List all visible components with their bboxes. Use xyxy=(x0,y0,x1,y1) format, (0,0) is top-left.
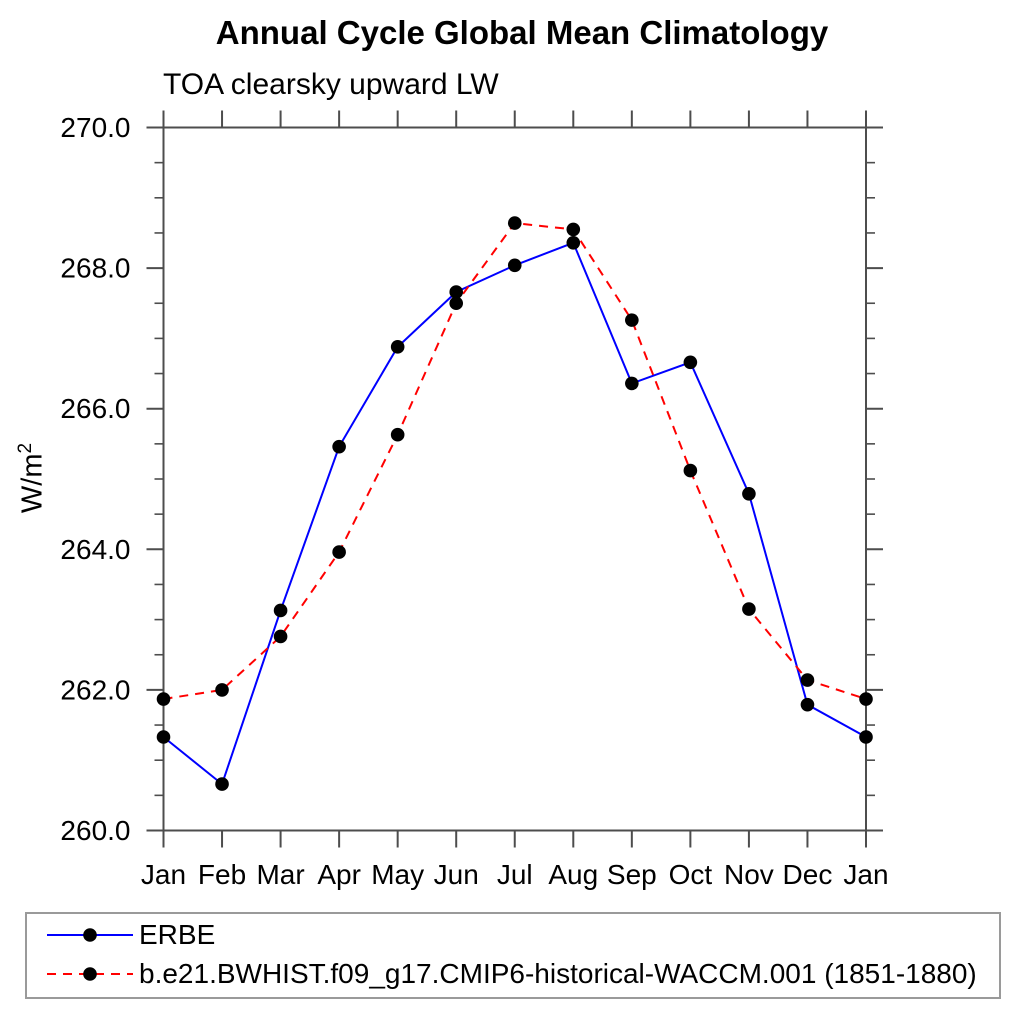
legend-item-waccm: b.e21.BWHIST.f09_g17.CMIP6-historical-WA… xyxy=(45,958,977,989)
x-tick-label: Jun xyxy=(434,859,479,890)
data-point-marker-erbe xyxy=(800,697,815,712)
x-tick-label: Aug xyxy=(548,859,598,890)
data-point-marker-waccm xyxy=(332,545,346,559)
legend-line-sample-dashed xyxy=(47,967,133,981)
series-line-erbe xyxy=(162,241,867,786)
x-tick-label: Jul xyxy=(497,859,533,890)
data-point-marker-erbe xyxy=(625,376,639,391)
legend-line-sample-solid xyxy=(47,928,133,942)
axis-frame xyxy=(162,126,867,832)
x-tick-label: Apr xyxy=(317,859,361,890)
data-point-marker-waccm xyxy=(683,463,698,478)
series-line-waccm xyxy=(163,222,867,701)
y-tick-label: 268.0 xyxy=(60,253,130,284)
x-tick-label: Jan xyxy=(141,859,186,890)
x-tick-label: Dec xyxy=(783,859,833,890)
data-point-marker-erbe xyxy=(683,355,698,370)
data-point-marker-erbe xyxy=(215,777,229,791)
y-tick-label: 262.0 xyxy=(60,674,130,705)
data-point-marker-erbe xyxy=(449,285,464,299)
legend-label-erbe: ERBE xyxy=(139,919,216,950)
data-point-marker-waccm xyxy=(566,222,581,237)
data-point-marker-waccm xyxy=(156,692,171,706)
data-point-marker-erbe xyxy=(859,730,873,744)
y-tick-label: 270.0 xyxy=(60,112,130,143)
data-point-marker-erbe xyxy=(390,340,405,354)
data-point-marker-waccm xyxy=(449,296,464,311)
data-point-marker-waccm xyxy=(800,673,815,687)
y-tick-label: 266.0 xyxy=(60,393,130,424)
x-tick-label: Jan xyxy=(843,859,888,890)
data-point-marker-erbe xyxy=(742,486,756,501)
legend-item-erbe: ERBE xyxy=(45,919,216,950)
data-point-marker-waccm xyxy=(215,683,229,697)
chart-title: Annual Cycle Global Mean Climatology xyxy=(215,14,829,51)
data-point-marker-waccm xyxy=(507,216,522,230)
x-tick-label: Feb xyxy=(198,859,246,890)
legend-marker-dot-icon xyxy=(83,967,97,981)
data-point-marker-erbe xyxy=(566,235,581,250)
data-point-marker-erbe xyxy=(273,603,288,618)
legend-box: ERBE b.e21.BWHIST.f09_g17.CMIP6-historic… xyxy=(25,912,1001,999)
legend-marker-dot-icon xyxy=(83,928,97,942)
data-point-marker-erbe xyxy=(507,258,522,273)
x-tick-label: Oct xyxy=(669,859,713,890)
data-point-marker-waccm xyxy=(273,629,288,644)
legend-label-waccm: b.e21.BWHIST.f09_g17.CMIP6-historical-WA… xyxy=(139,958,977,989)
x-tick-label: Mar xyxy=(256,859,304,890)
y-tick-label: 264.0 xyxy=(60,534,130,565)
data-point-marker-waccm xyxy=(625,313,639,327)
data-point-marker-erbe xyxy=(156,730,171,744)
x-tick-label: Sep xyxy=(607,859,657,890)
chart-subtitle: TOA clearsky upward LW xyxy=(163,68,499,101)
y-tick-label: 260.0 xyxy=(60,815,130,846)
x-tick-label: May xyxy=(371,859,424,890)
data-point-marker-waccm xyxy=(742,602,756,616)
data-point-marker-waccm xyxy=(859,692,873,706)
x-tick-label: Nov xyxy=(724,859,774,890)
data-point-marker-waccm xyxy=(390,427,405,442)
data-point-marker-erbe xyxy=(332,439,346,454)
